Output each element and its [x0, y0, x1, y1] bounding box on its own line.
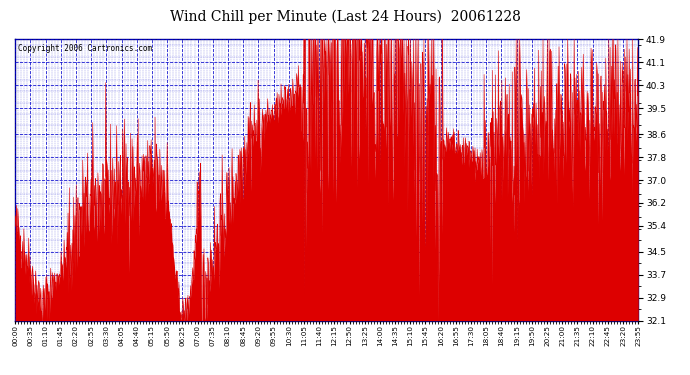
Text: Wind Chill per Minute (Last 24 Hours)  20061228: Wind Chill per Minute (Last 24 Hours) 20…: [170, 9, 520, 24]
Text: Copyright 2006 Cartronics.com: Copyright 2006 Cartronics.com: [19, 44, 152, 52]
